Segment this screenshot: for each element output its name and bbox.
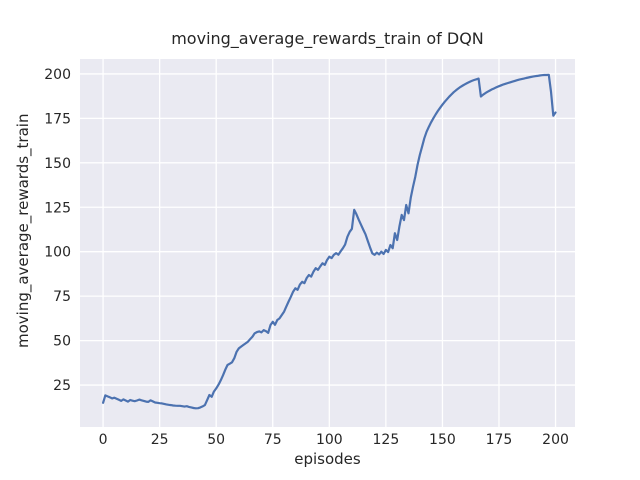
- y-tick-label: 175: [44, 111, 71, 127]
- x-axis-label: episodes: [294, 450, 361, 468]
- y-tick-label: 125: [44, 200, 71, 216]
- chart-title: moving_average_rewards_train of DQN: [171, 29, 484, 48]
- x-tick-label: 150: [429, 432, 456, 448]
- data-line: [102, 73, 557, 410]
- y-tick-label: 50: [53, 334, 71, 350]
- y-tick-label: 150: [44, 156, 71, 172]
- x-tick-label: 0: [99, 432, 108, 448]
- x-tick-label: 75: [264, 432, 282, 448]
- x-tick-label: 175: [486, 432, 513, 448]
- x-tick-label: 125: [373, 432, 400, 448]
- y-tick-label: 75: [53, 289, 71, 305]
- y-tick-label: 100: [44, 245, 71, 261]
- x-tick-label: 50: [207, 432, 225, 448]
- x-tick-label: 200: [542, 432, 569, 448]
- y-tick-label: 200: [44, 67, 71, 83]
- y-axis-label: moving_average_rewards_train: [14, 113, 32, 348]
- y-tick-label: 25: [53, 378, 71, 394]
- plot-background: [80, 59, 575, 427]
- x-tick-label: 100: [316, 432, 343, 448]
- x-tick-label: 25: [151, 432, 169, 448]
